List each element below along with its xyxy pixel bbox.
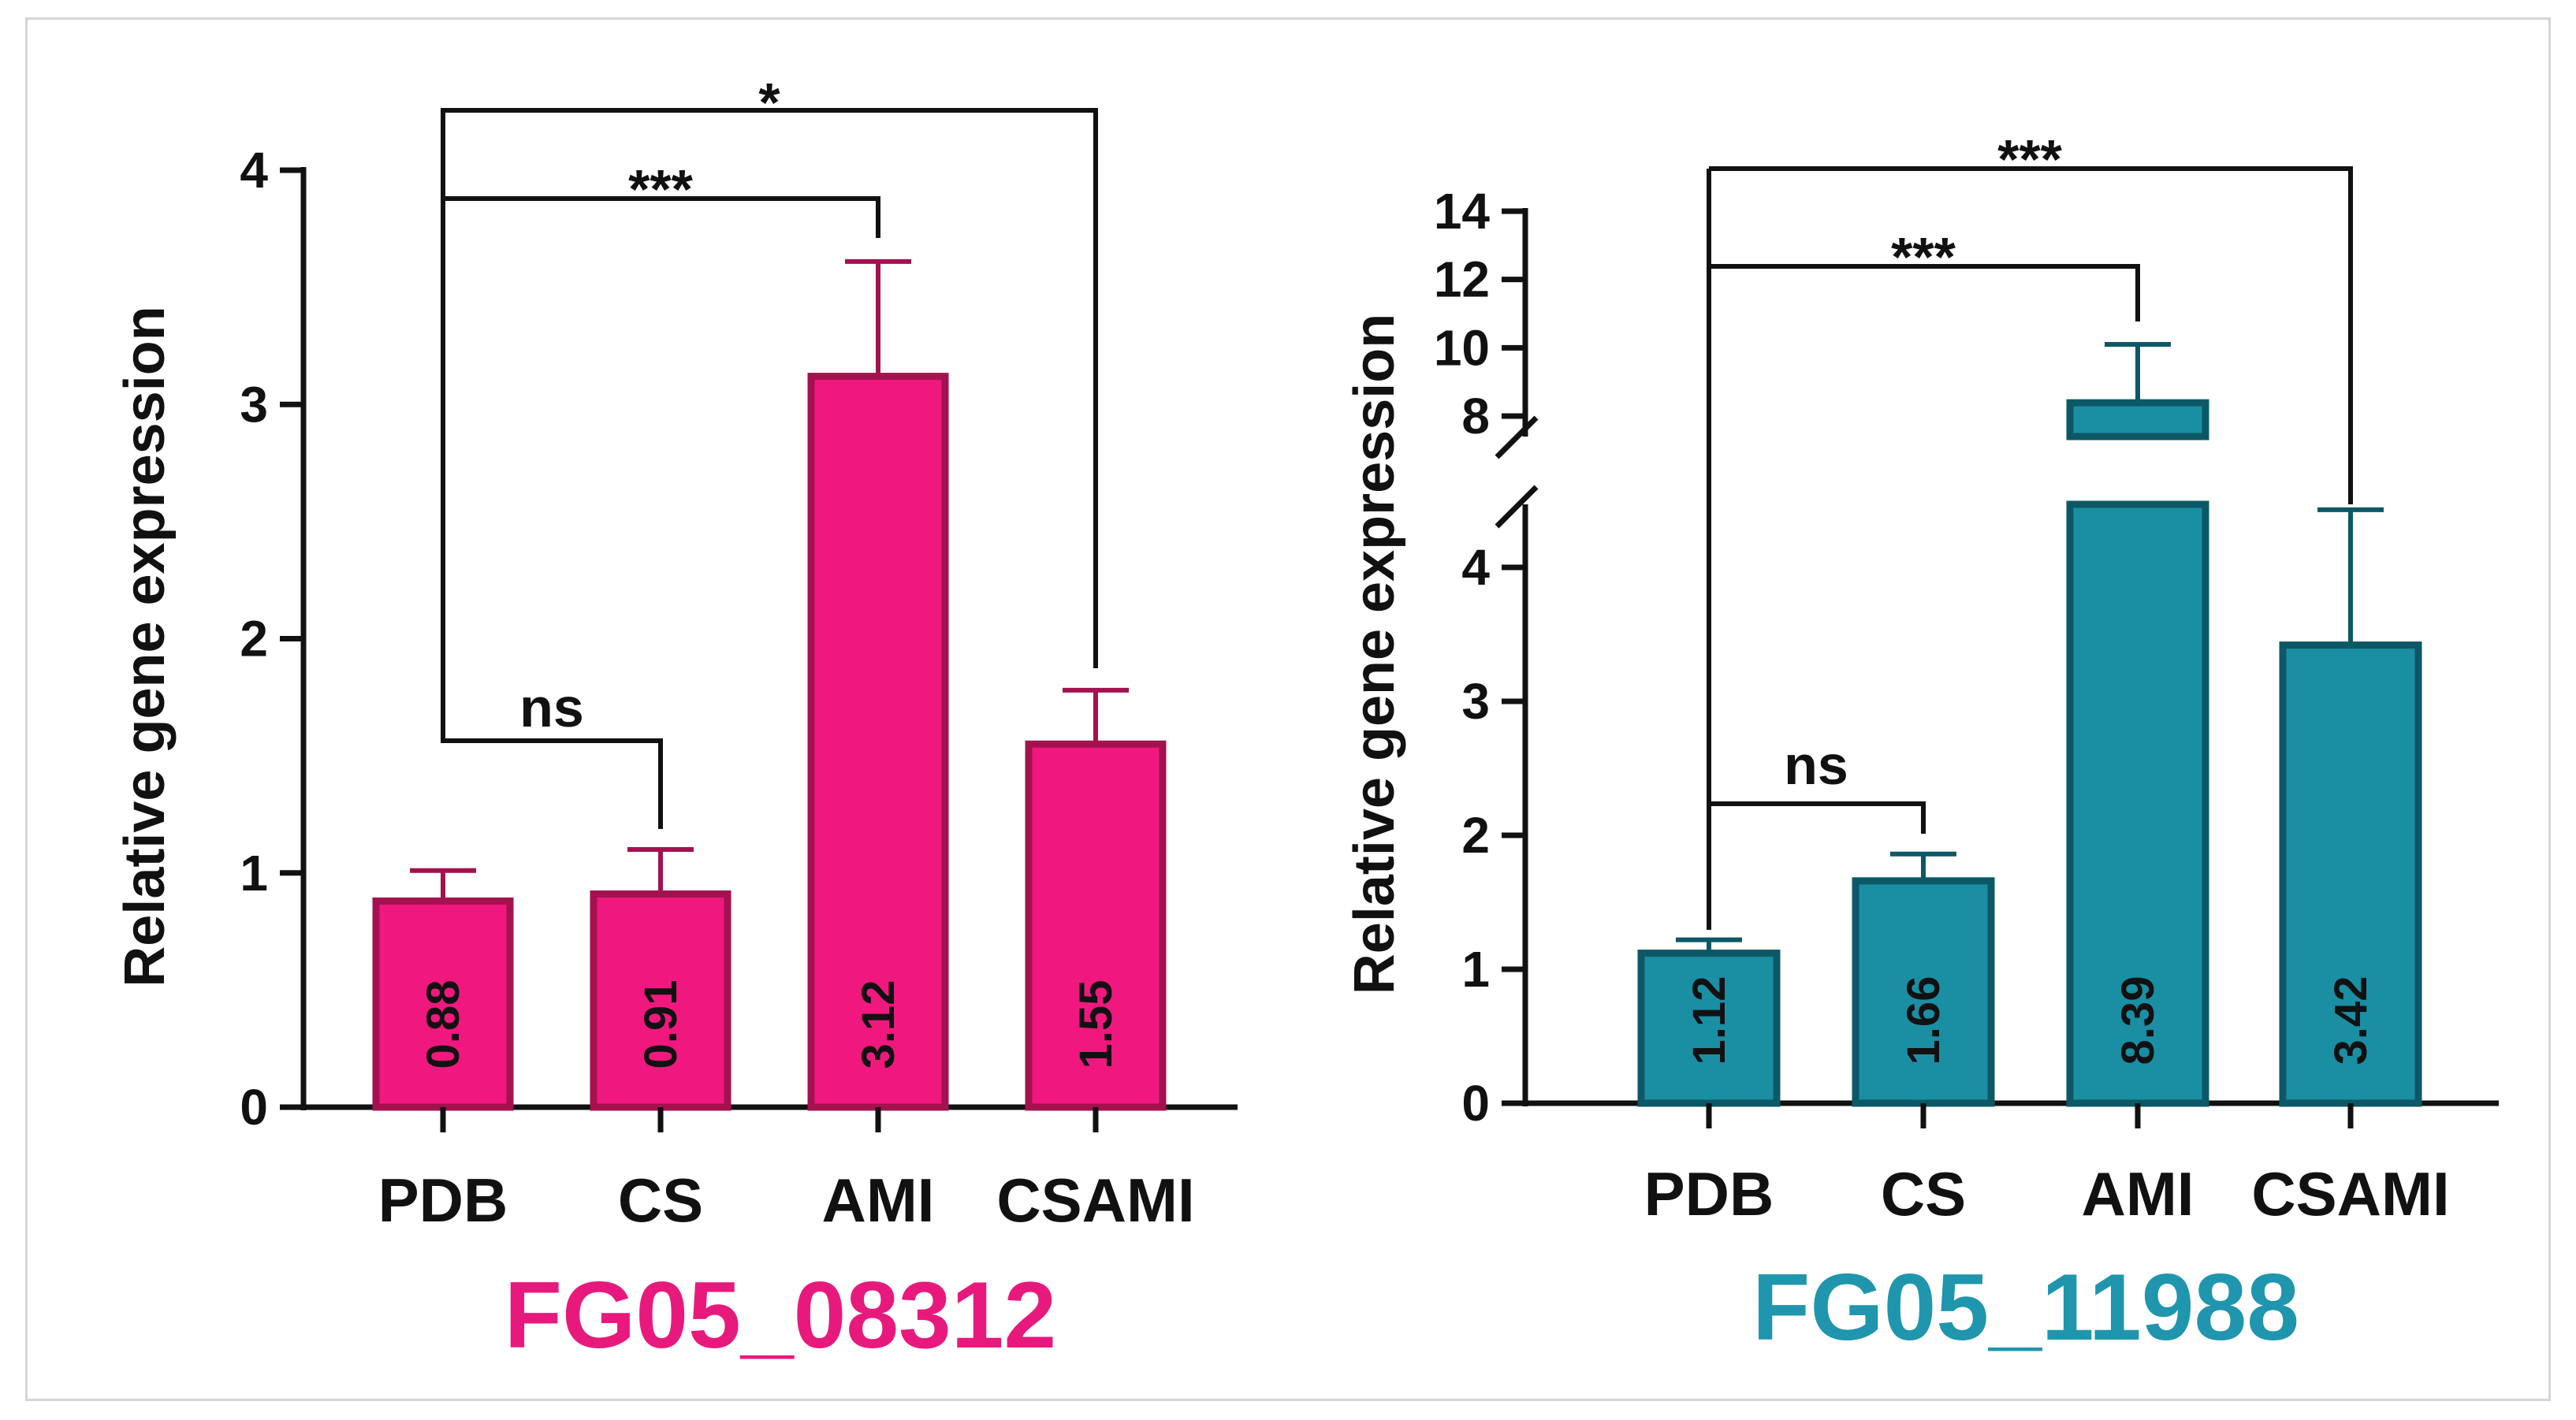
y-tick-label-0: 0 [240,1079,268,1136]
bar-value-label-ami: 3.12 [853,980,904,1069]
significance-label-pdb-csami: * [758,72,780,133]
y-tick-label-8: 8 [1461,388,1490,444]
chart-fg05-11988: Relative gene expression0123481012141.12… [1343,128,2499,1360]
y-tick-label-1: 1 [240,845,268,901]
bar-csami [2279,641,2422,1107]
x-tick-label-csami: CSAMI [996,1165,1194,1235]
axis-break-mark-upper [1495,415,1539,459]
bar-upper-ami [2066,399,2209,440]
chart-fg05-08312: Relative gene expression 0 1 2 3 4 0.88 PDB 0.91… [114,72,1238,1368]
significance-label-pdb-ami: *** [628,158,693,220]
bar-value-label-cs: 0.91 [635,980,687,1069]
y-tick-label-3: 3 [1461,673,1490,730]
axis-break-mark-lower [1495,485,1539,529]
bar-ami [2066,500,2209,1107]
bar-value-label-cs: 1.66 [1898,976,1949,1065]
y-tick-label-10: 10 [1434,319,1490,376]
significance-label-pdb-ami: *** [1891,226,1956,288]
y-tick-label-3: 3 [240,376,268,433]
y-tick-label-2: 2 [240,611,268,667]
chart-title: FG05_11988 [1752,1255,2299,1360]
y-tick-label-4: 4 [1461,539,1490,596]
x-tick-label-cs: CS [618,1165,703,1235]
y-tick-label-1: 1 [1461,941,1490,998]
significance-label-pdb-csami: *** [1997,128,2062,190]
bar-value-label-pdb: 0.88 [418,980,469,1069]
y-axis-label: Relative gene expression [114,306,177,987]
x-tick-label-cs: CS [1881,1159,1966,1229]
x-tick-label-csami: CSAMI [2251,1159,2449,1229]
significance-bracket-pdb-csami [441,108,1098,668]
x-tick-label-pdb: PDB [1644,1159,1774,1229]
bar-value-label-csami: 1.55 [1070,980,1122,1069]
y-tick-label-0: 0 [1461,1075,1490,1132]
significance-bracket-pdb-csami [1709,166,2353,504]
bar-value-label-pdb: 1.12 [1684,976,1735,1065]
significance-label-pdb-cs: ns [519,677,584,738]
y-tick-label-14: 14 [1434,183,1491,240]
figure-border [25,17,2551,1401]
y-axis-label: Relative gene expression [1343,314,1406,994]
x-tick-label-ami: AMI [822,1165,935,1235]
bar-value-label-csami: 3.42 [2325,976,2377,1065]
bar-pdb [372,897,514,1111]
y-tick-label-12: 12 [1434,251,1490,308]
significance-bracket-pdb-cs [441,717,663,829]
bar-pdb [1637,950,1781,1107]
bar-value-label-ami: 8.39 [2113,976,2164,1065]
y-tick-label-2: 2 [1461,807,1490,864]
significance-label-pdb-cs: ns [1784,734,1848,796]
x-tick-label-pdb: PDB [378,1165,508,1235]
bar-cs [1852,877,1995,1107]
chart-title: FG05_08312 [504,1262,1057,1368]
significance-bracket-pdb-cs [1709,801,1926,834]
bar-ami [807,373,949,1111]
significance-bracket-pdb-ami [1709,264,2140,322]
y-tick-label-4: 4 [240,142,268,199]
x-tick-label-ami: AMI [2082,1159,2194,1229]
